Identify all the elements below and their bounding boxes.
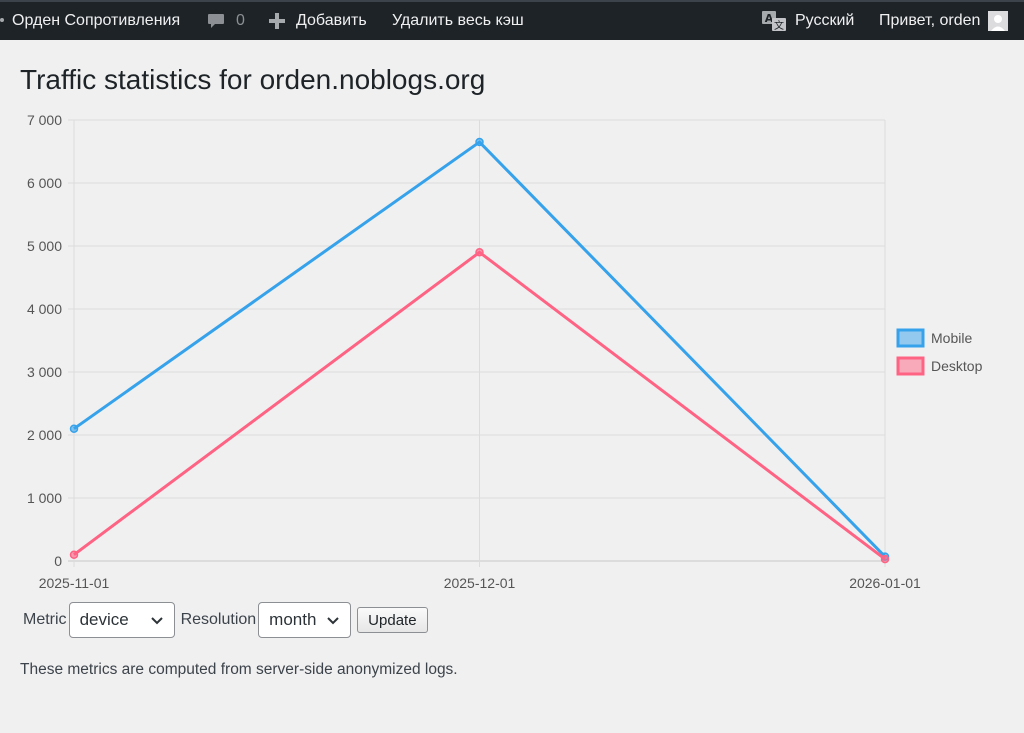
chart-grid	[68, 119, 886, 567]
metric-select[interactable]: device	[68, 602, 175, 638]
y-tick-label: 6 000	[27, 175, 62, 191]
data-point-desktop	[880, 554, 890, 564]
metric-select-value: device	[79, 610, 129, 629]
resolution-select[interactable]: month	[258, 602, 352, 638]
x-tick-label: 2025-11-01	[39, 575, 110, 591]
legend-swatch-mobile	[896, 328, 925, 348]
y-axis-ticks: 0 1 000 2 000 3 000 4 000 5 000 6 000 7 000	[27, 112, 62, 569]
x-tick-label: 2025-12-01	[444, 575, 516, 591]
chart-series	[69, 137, 890, 564]
avatar	[988, 11, 1009, 31]
legend-label-mobile: Mobile	[931, 330, 972, 346]
y-tick-label: 5 000	[27, 238, 62, 254]
chart-controls: Metric device Resolution month Update	[23, 601, 428, 639]
site-name-link[interactable]: Орден Сопротивления	[12, 2, 180, 40]
page-title: Traffic statistics for orden.noblogs.org	[20, 64, 486, 95]
metric-label: Metric	[23, 611, 67, 628]
menu-edge-icon	[0, 18, 4, 22]
comments-link[interactable]: 0	[206, 2, 245, 40]
y-tick-label: 2 000	[27, 427, 62, 443]
greeting-label: Привет, orden	[879, 12, 981, 29]
comment-bubble-icon	[208, 14, 224, 28]
translate-icon: A 文	[762, 11, 786, 32]
traffic-chart: 0 1 000 2 000 3 000 4 000 5 000 6 000 7 000 202…	[27, 112, 983, 591]
resolution-label: Resolution	[180, 611, 257, 628]
language-switcher[interactable]: A 文 Русский	[761, 2, 854, 40]
y-tick-label: 7 000	[27, 112, 62, 128]
update-button[interactable]: Update	[357, 607, 428, 633]
svg-text:A: A	[765, 12, 774, 25]
data-point-desktop	[69, 550, 79, 559]
admin-bar: Орден Сопротивления 0 Добавить Удалить в…	[0, 0, 1024, 40]
chart-legend: Mobile Desktop	[896, 328, 983, 376]
y-tick-label: 0	[54, 553, 62, 569]
data-point-desktop	[475, 248, 484, 257]
y-tick-label: 4 000	[27, 301, 62, 317]
site-name-label: Орден Сопротивления	[12, 12, 181, 29]
language-label: Русский	[795, 12, 855, 29]
add-new-label: Добавить	[296, 12, 367, 29]
chevron-down-icon	[150, 617, 163, 625]
data-point-mobile	[69, 424, 79, 433]
resolution-select-value: month	[269, 610, 317, 629]
add-new-link[interactable]: Добавить	[268, 2, 367, 40]
data-point-mobile	[475, 137, 484, 147]
chevron-down-icon	[327, 617, 339, 625]
my-account-link[interactable]: Привет, orden	[879, 2, 1009, 40]
footnote: These metrics are computed from server-s…	[20, 661, 458, 678]
x-tick-label: 2026-01-01	[849, 575, 921, 591]
plus-icon	[269, 13, 285, 29]
purge-cache-link[interactable]: Удалить весь кэш	[392, 2, 524, 40]
purge-cache-label: Удалить весь кэш	[392, 12, 524, 29]
legend-swatch-desktop	[896, 356, 925, 376]
x-axis-ticks: 2025-11-01 2025-12-01 2026-01-01	[39, 575, 921, 591]
legend-label-desktop: Desktop	[931, 358, 983, 374]
y-tick-label: 3 000	[27, 364, 62, 380]
comments-count: 0	[236, 12, 245, 29]
svg-text:文: 文	[774, 19, 784, 32]
y-tick-label: 1 000	[27, 490, 62, 506]
